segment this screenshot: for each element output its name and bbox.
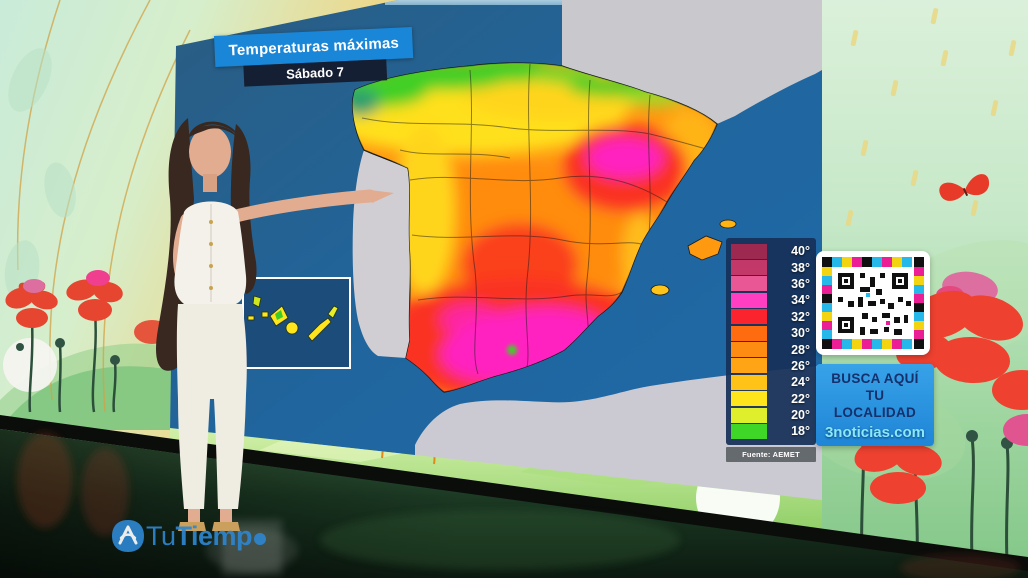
france-land	[562, 0, 822, 124]
logo-text: Tu Tiemp	[146, 520, 267, 552]
poppy-flower	[5, 279, 58, 328]
legend-row: 34°	[731, 292, 811, 308]
legend-row: 28°	[731, 341, 811, 358]
legend-temp-label: 24°	[791, 375, 810, 390]
poppy-flower	[66, 270, 123, 321]
legend-temp-label: 40°	[791, 244, 810, 259]
legend-color-swatch	[731, 391, 767, 407]
floor-reflections	[17, 432, 1020, 578]
weather-presenter	[156, 118, 394, 531]
qr-banner-line3: LOCALIDAD	[833, 404, 917, 420]
legend-temp-label: 22°	[791, 391, 810, 406]
flower-stems	[28, 311, 117, 413]
qr-color-frame	[822, 257, 924, 349]
legend-color-swatch	[731, 276, 767, 292]
legend-row: 40°	[731, 243, 811, 259]
legend-temp-label: 28°	[791, 342, 810, 357]
legend-row: 22°	[731, 391, 811, 407]
poppy-petal	[992, 370, 1028, 410]
legend-temp-label: 30°	[791, 326, 810, 341]
legend-rows: 40° 38° 36° 34° 32° 30° 28° 26° 24° 22° 20° 18°	[726, 238, 816, 445]
qr-banner-line1: BUSCA AQUÍ	[831, 371, 919, 386]
legend-temp-label: 32°	[791, 309, 810, 324]
qr-code	[816, 251, 930, 355]
balearic-islands	[650, 219, 737, 296]
legend-row: 36°	[731, 276, 811, 292]
map-title: Temperaturas máximas Sábado 7	[214, 26, 415, 88]
temperature-legend: 40° 38° 36° 34° 32° 30° 28° 26° 24° 22° 20° 18° Fue…	[726, 238, 816, 462]
legend-source: Fuente: AEMET	[726, 446, 816, 462]
legend-color-swatch	[731, 358, 767, 374]
weather-screen	[170, 0, 822, 504]
legend-temp-label: 26°	[791, 358, 810, 373]
presenter-pointing-arm	[229, 189, 377, 223]
legend-temp-label: 38°	[791, 260, 810, 275]
qr-banner-line2: TU	[865, 387, 885, 403]
legend-color-swatch	[731, 374, 767, 390]
butterfly-icon	[939, 174, 990, 201]
moon-circle	[3, 338, 57, 392]
qr-banner-domain: 3noticias.com	[824, 423, 926, 441]
qr-banner: BUSCA AQUÍ TU LOCALIDAD 3noticias.com	[816, 364, 934, 446]
logo-dot	[254, 532, 267, 545]
presenter-trousers	[176, 304, 247, 509]
legend-row: 26°	[731, 358, 811, 374]
logo-text-tu: Tu	[146, 520, 176, 551]
legend-color-swatch	[731, 325, 767, 341]
stage-bezel	[0, 415, 1028, 572]
presenter-sandals	[178, 522, 240, 531]
poppy-petal	[1003, 414, 1028, 446]
legend-temp-label: 34°	[791, 293, 810, 308]
presenter-face	[189, 126, 231, 178]
presenter-hand	[370, 190, 394, 203]
qr-panel: BUSCA AQUÍ TU LOCALIDAD 3noticias.com	[816, 251, 934, 446]
legend-color-swatch	[731, 423, 767, 439]
sierra-nevada-cool-spot	[507, 345, 517, 355]
legend-temp-label: 18°	[791, 424, 810, 439]
backdrop-flowers-left	[0, 0, 210, 430]
legend-color-swatch	[731, 309, 767, 325]
legend-row: 20°	[731, 407, 811, 423]
legend-color-swatch	[731, 407, 767, 423]
legend-row: 38°	[731, 259, 811, 276]
legend-temp-label: 36°	[791, 276, 810, 291]
qr-modules	[838, 273, 911, 335]
legend-row: 18°	[731, 423, 811, 439]
legend-color-swatch	[731, 260, 767, 276]
poppy-flower	[896, 271, 1023, 384]
legend-temp-label: 20°	[791, 408, 810, 423]
legend-color-swatch	[731, 243, 767, 259]
spain-temperature-map	[170, 0, 822, 504]
legend-row: 30°	[731, 325, 811, 341]
poppy-buds	[16, 338, 120, 365]
tutiempo-logo: Tu Tiemp	[110, 518, 267, 554]
logo-text-tiempo: Tiemp	[175, 520, 253, 551]
presenter-neck	[203, 174, 217, 192]
antena3-a-icon	[112, 520, 144, 552]
legend-color-swatch	[731, 342, 767, 358]
legend-color-swatch	[731, 292, 767, 308]
dash-decor	[845, 8, 1017, 267]
legend-row: 32°	[731, 309, 811, 325]
legend-row: 24°	[731, 374, 811, 390]
